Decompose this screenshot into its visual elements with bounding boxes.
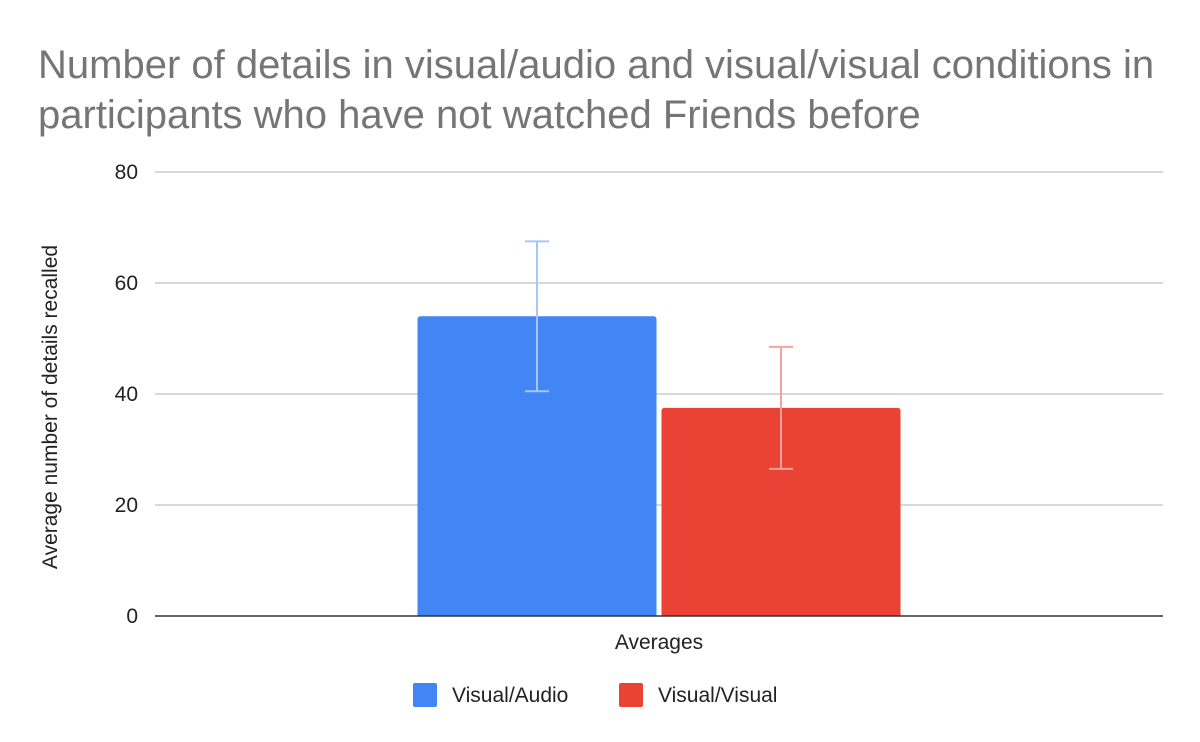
error-bars — [525, 240, 793, 470]
y-tick-label: 0 — [126, 605, 138, 628]
x-tick-label: Averages — [615, 631, 703, 654]
bar-visual-visual — [661, 407, 901, 616]
legend-swatch-visual-visual — [619, 683, 643, 707]
y-axis-ticks: 0 20 40 60 80 — [115, 161, 138, 628]
chart-title: Number of details in visual/audio and vi… — [38, 43, 1155, 137]
y-tick-label: 20 — [115, 494, 138, 517]
legend-swatch-visual-audio — [413, 683, 437, 707]
y-tick-label: 60 — [115, 272, 138, 295]
legend-label-visual-audio: Visual/Audio — [452, 684, 568, 707]
legend-label-visual-visual: Visual/Visual — [658, 684, 777, 707]
x-axis-ticks: Averages — [615, 631, 703, 654]
y-axis-title: Average number of details recalled — [39, 245, 62, 569]
bars — [417, 316, 901, 616]
y-tick-label: 40 — [115, 383, 138, 406]
y-tick-label: 80 — [115, 161, 138, 184]
bar-visual-audio — [417, 316, 657, 616]
gridlines — [155, 171, 1163, 506]
legend: Visual/Audio Visual/Visual — [413, 683, 777, 707]
